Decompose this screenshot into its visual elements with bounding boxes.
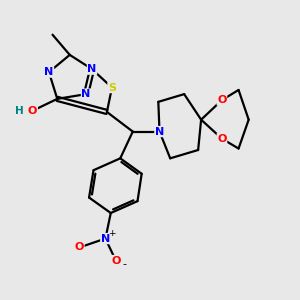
Text: O: O [217, 134, 226, 144]
Text: O: O [75, 242, 84, 253]
Text: O: O [217, 95, 226, 105]
Text: N: N [155, 127, 164, 136]
Text: -: - [122, 259, 126, 269]
Text: O: O [111, 256, 121, 266]
Text: N: N [87, 64, 97, 74]
Text: +: + [108, 229, 116, 238]
Text: N: N [82, 89, 91, 99]
Text: O: O [28, 106, 37, 116]
Text: N: N [101, 234, 110, 244]
Text: H: H [15, 106, 24, 116]
Text: S: S [108, 82, 116, 93]
Text: N: N [44, 67, 54, 77]
